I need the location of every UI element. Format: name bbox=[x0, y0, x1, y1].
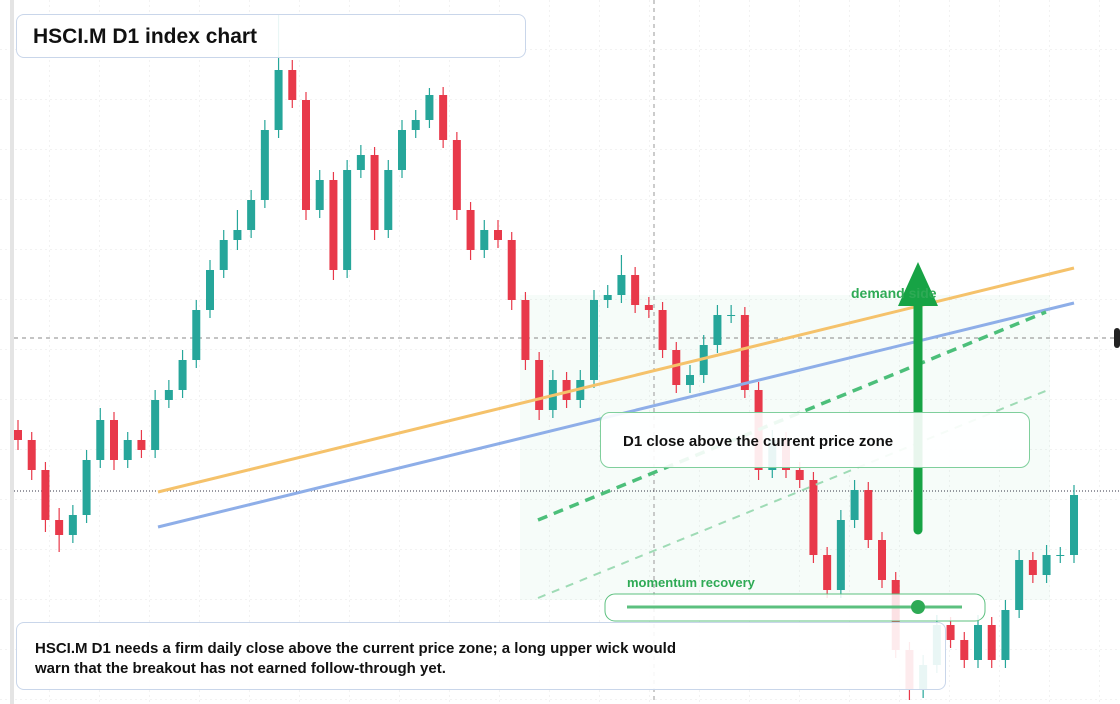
chart-title: HSCI.M D1 index chart bbox=[33, 25, 258, 48]
candle-body bbox=[1001, 610, 1010, 660]
candle-body bbox=[507, 240, 516, 300]
candle-body bbox=[219, 240, 228, 270]
candle-body bbox=[864, 490, 873, 540]
candle-body bbox=[14, 430, 22, 440]
candle-body bbox=[1028, 560, 1037, 575]
candle-body bbox=[1070, 495, 1078, 555]
candle-body bbox=[260, 130, 269, 200]
candle-body bbox=[480, 230, 489, 250]
candle-body bbox=[178, 360, 187, 390]
candle-body bbox=[878, 540, 886, 580]
candle-body bbox=[137, 440, 146, 450]
candle-body bbox=[836, 520, 845, 590]
candle-body bbox=[974, 625, 982, 660]
candle-body bbox=[1056, 555, 1065, 556]
candle-body bbox=[850, 490, 859, 520]
candle-body bbox=[452, 140, 461, 210]
candle-body bbox=[644, 305, 653, 310]
candle-body bbox=[329, 180, 338, 270]
candle-body bbox=[672, 350, 681, 385]
note-box: HSCI.M D1 needs a firm daily close above… bbox=[16, 622, 946, 690]
candle-body bbox=[494, 230, 502, 240]
candle-body bbox=[562, 380, 571, 400]
candle-body bbox=[960, 640, 969, 660]
candle-body bbox=[686, 375, 694, 385]
candle-body bbox=[274, 70, 283, 130]
candle-body bbox=[233, 230, 242, 240]
candle-body bbox=[110, 420, 118, 460]
candle-body bbox=[713, 315, 722, 345]
candle-body bbox=[987, 625, 996, 660]
candle-body bbox=[315, 180, 324, 210]
zone-box: D1 close above the current price zone bbox=[600, 412, 1030, 468]
edge-marker bbox=[1114, 328, 1120, 348]
candle-body bbox=[1015, 560, 1024, 610]
candle-body bbox=[370, 155, 379, 230]
candle-body bbox=[151, 400, 160, 450]
demand-label: demand side bbox=[851, 285, 937, 301]
candle-body bbox=[247, 200, 256, 230]
candle-body bbox=[946, 625, 955, 640]
candle-body bbox=[658, 310, 667, 350]
candle-body bbox=[68, 515, 77, 535]
candle-body bbox=[631, 275, 640, 305]
candle-body bbox=[288, 70, 297, 100]
candle-body bbox=[411, 120, 420, 130]
momentum-dot bbox=[911, 600, 925, 614]
candle-body bbox=[164, 390, 173, 400]
candle-body bbox=[617, 275, 626, 295]
candle-body bbox=[343, 170, 352, 270]
candle-body bbox=[740, 315, 749, 390]
candle-body bbox=[356, 155, 365, 170]
candle-body bbox=[535, 360, 544, 410]
candle-body bbox=[823, 555, 832, 590]
candle-body bbox=[439, 95, 448, 140]
candle-body bbox=[82, 460, 91, 515]
note-text: HSCI.M D1 needs a firm daily close above… bbox=[35, 640, 676, 677]
candle-body bbox=[809, 480, 818, 555]
candle-body bbox=[425, 95, 434, 120]
candle-body bbox=[590, 300, 598, 380]
momentum-label: momentum recovery bbox=[627, 575, 756, 590]
candle-body bbox=[41, 470, 50, 520]
zone-label: D1 close above the current price zone bbox=[623, 433, 894, 450]
candle-body bbox=[192, 310, 201, 360]
candle-body bbox=[55, 520, 64, 535]
candle-body bbox=[398, 130, 406, 170]
candle-body bbox=[123, 440, 132, 460]
candle-body bbox=[206, 270, 214, 310]
candle-body bbox=[603, 295, 612, 300]
candle-body bbox=[521, 300, 530, 360]
candle-body bbox=[795, 470, 804, 480]
left-strip bbox=[10, 0, 14, 704]
title-box: HSCI.M D1 index chart bbox=[16, 14, 526, 58]
arrow-head bbox=[898, 262, 938, 306]
candle-body bbox=[302, 100, 310, 210]
candle-body bbox=[1042, 555, 1051, 575]
candle-body bbox=[466, 210, 475, 250]
candle-body bbox=[727, 315, 736, 316]
candle-body bbox=[27, 440, 36, 470]
channel-line bbox=[537, 389, 1049, 599]
candle-body bbox=[384, 170, 393, 230]
candle-body bbox=[96, 420, 105, 460]
